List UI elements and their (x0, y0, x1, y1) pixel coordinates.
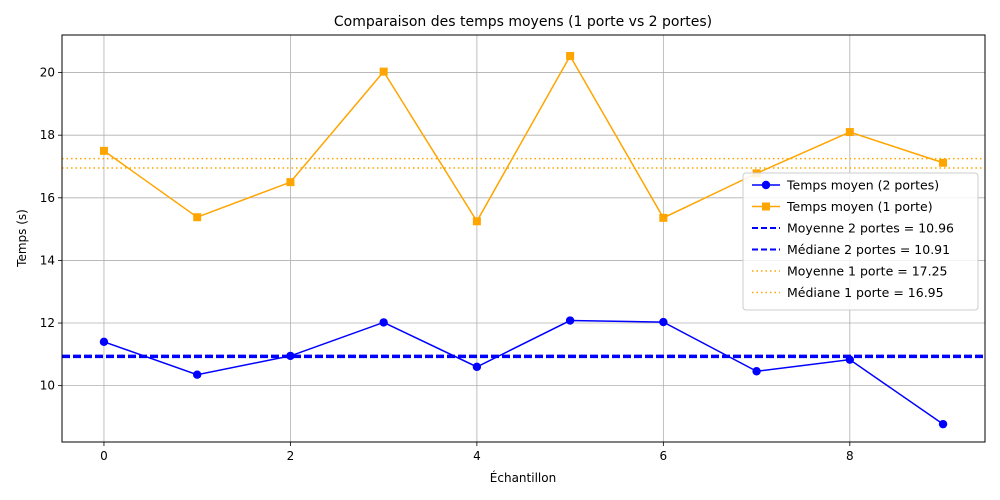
legend-label: Moyenne 1 porte = 17.25 (787, 264, 947, 279)
x-axis-ticks: 0 2 4 6 8 (100, 442, 854, 463)
grid (62, 35, 985, 442)
data-point-circle (938, 419, 948, 429)
x-tick-label: 4 (473, 449, 481, 463)
data-point-circle (379, 318, 388, 327)
data-point-circle (99, 337, 109, 347)
y-tick-label: 18 (40, 128, 55, 142)
x-tick-label: 6 (660, 449, 668, 463)
legend-marker-circle (761, 180, 771, 190)
x-axis-label: Échantillon (490, 470, 556, 485)
series-line-1 (103, 319, 944, 425)
legend: Temps moyen (2 portes) Temps moyen (1 por… (742, 172, 979, 311)
data-point-circle (472, 362, 482, 372)
data-point-circle (565, 316, 575, 325)
legend-label: Temps moyen (2 portes) (786, 178, 939, 193)
data-point-square (566, 51, 575, 60)
legend-label: Temps moyen (1 porte) (786, 199, 933, 214)
data-point-square (845, 128, 854, 137)
plot-frame (61, 34, 986, 443)
data-point-square (472, 217, 481, 226)
data-point-square (193, 213, 202, 222)
legend-box (742, 172, 979, 311)
y-tick-label: 20 (40, 66, 55, 80)
data-point-square (939, 158, 948, 167)
x-tick-label: 8 (846, 449, 854, 463)
data-point-square (379, 67, 388, 76)
y-tick-label: 16 (40, 191, 55, 205)
y-axis-ticks: 10 12 14 16 18 20 (40, 66, 62, 393)
data-point-circle (286, 351, 295, 361)
data-point-circle (192, 370, 202, 379)
legend-label: Médiane 1 porte = 16.95 (787, 285, 944, 300)
series-line-2 (103, 54, 944, 223)
y-tick-label: 10 (40, 379, 55, 393)
data-point-circle (659, 317, 668, 327)
data-point-circle (752, 367, 761, 376)
reference-lines (62, 157, 985, 359)
x-tick-label: 2 (287, 449, 295, 463)
legend-marker-square (762, 202, 770, 211)
legend-label: Moyenne 2 portes = 10.96 (787, 221, 954, 236)
x-tick-label: 0 (100, 449, 108, 463)
data-point-circle (845, 355, 855, 364)
y-axis-label: Temps (s) (15, 209, 29, 268)
legend-label: Médiane 2 portes = 10.91 (787, 242, 950, 257)
series (99, 51, 948, 429)
data-point-square (286, 178, 295, 187)
data-point-square (659, 213, 668, 222)
chart-title: Comparaison des temps moyens (1 porte vs… (334, 14, 712, 30)
y-tick-label: 12 (40, 316, 55, 330)
data-point-square (99, 146, 108, 155)
y-tick-label: 14 (40, 253, 55, 267)
